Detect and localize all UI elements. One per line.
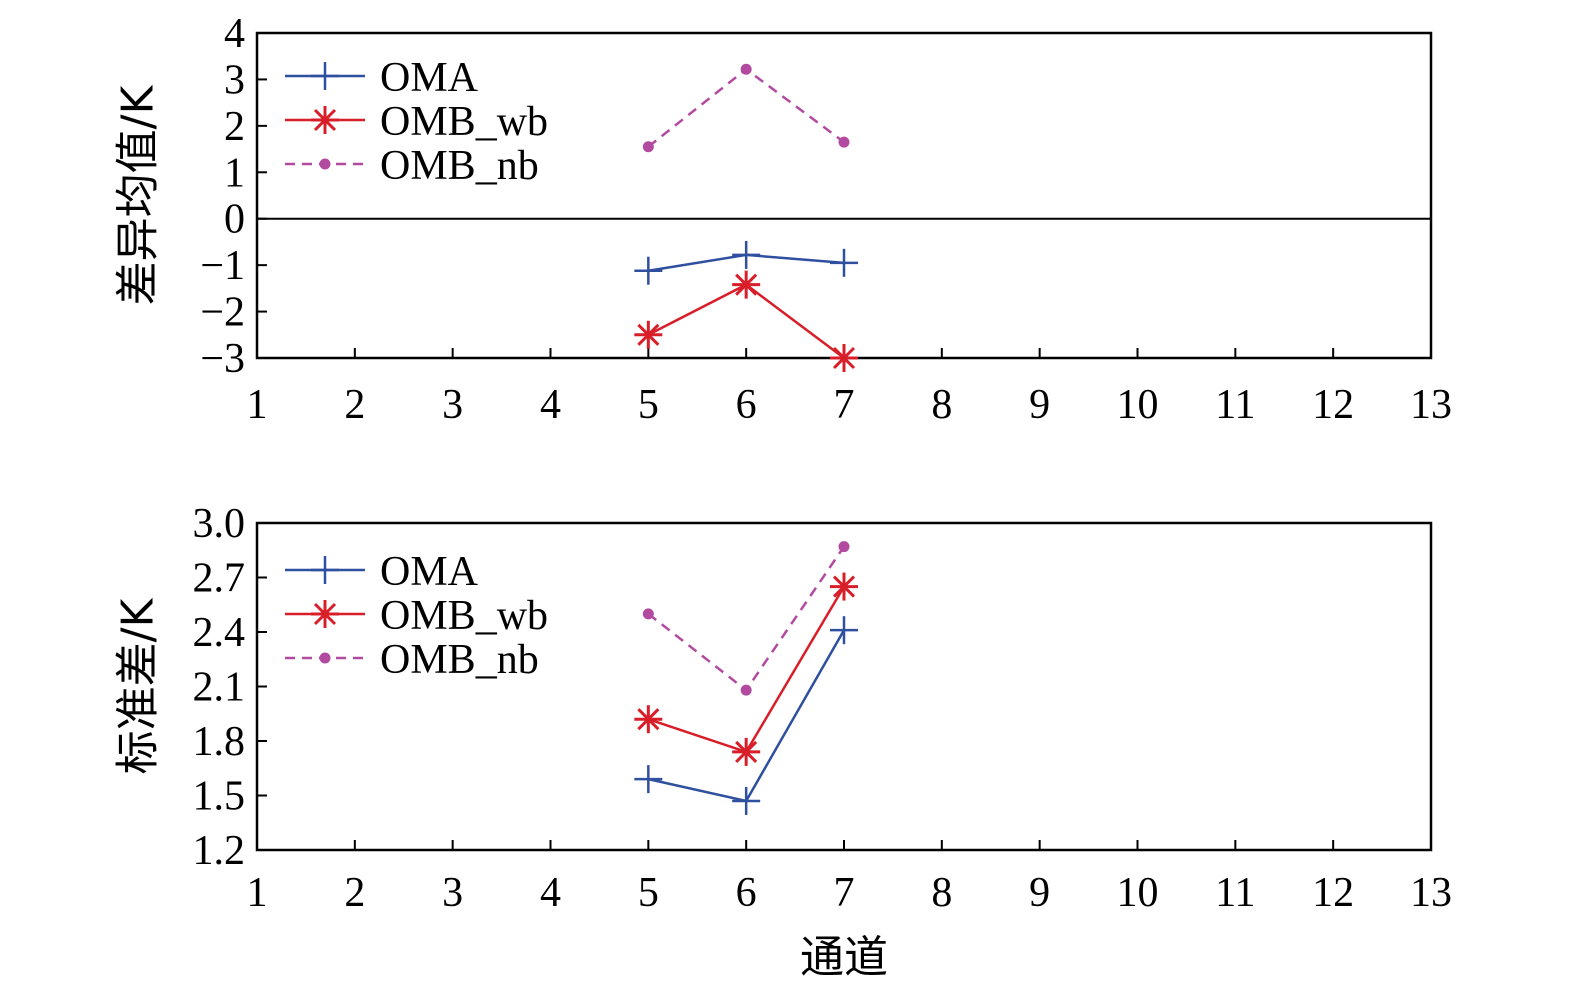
x-tick-label: 4 bbox=[540, 870, 561, 916]
data-point bbox=[838, 136, 850, 148]
legend-item: OMB_nb bbox=[285, 143, 539, 189]
data-point bbox=[634, 765, 663, 794]
data-point bbox=[732, 240, 761, 269]
data-point bbox=[634, 256, 663, 285]
data-point bbox=[740, 684, 752, 696]
legend-marker bbox=[319, 158, 331, 170]
x-tick-label: 10 bbox=[1117, 382, 1159, 428]
legend-item: OMB_wb bbox=[285, 99, 548, 145]
legend-item: OMB_wb bbox=[285, 593, 548, 639]
y-tick-label: 4 bbox=[224, 11, 245, 57]
x-tick-label: 11 bbox=[1215, 382, 1255, 428]
series-OMB_wb bbox=[634, 270, 858, 372]
legend-item: OMA bbox=[285, 549, 479, 595]
x-tick-label: 8 bbox=[931, 870, 952, 916]
legend-item: OMA bbox=[285, 55, 479, 101]
legend-label: OMA bbox=[380, 55, 479, 101]
y-tick-label: 2.7 bbox=[193, 556, 246, 602]
y-tick-label: 3 bbox=[224, 57, 245, 103]
x-tick-label: 9 bbox=[1029, 382, 1050, 428]
series-line bbox=[647, 545, 846, 692]
legend-marker bbox=[311, 62, 339, 90]
data-point bbox=[830, 248, 858, 277]
data-point bbox=[732, 737, 761, 766]
y-tick-label: 1.2 bbox=[193, 828, 246, 874]
y-axis-label: 标准差/K bbox=[113, 598, 164, 775]
panel-1: 1 2 3 4 5 6 7 8 9 10 11 12 13−3−2−101234差异均值/KOMAOMB… bbox=[113, 11, 1453, 428]
series-OMB_wb bbox=[634, 572, 858, 766]
legend-label: OMB_wb bbox=[380, 593, 548, 639]
y-tick-label: 2 bbox=[224, 104, 245, 150]
data-point bbox=[642, 141, 654, 153]
data-point bbox=[634, 320, 663, 349]
data-point bbox=[830, 344, 858, 372]
data-point bbox=[740, 63, 752, 75]
y-tick-label: −3 bbox=[200, 336, 245, 382]
x-tick-label: 1 bbox=[247, 870, 268, 916]
y-tick-label: 1.5 bbox=[193, 774, 246, 820]
legend-label: OMB_wb bbox=[380, 99, 548, 145]
y-tick-label: 2.1 bbox=[193, 665, 246, 711]
x-tick-label: 13 bbox=[1410, 382, 1452, 428]
x-tick-label: 12 bbox=[1312, 870, 1354, 916]
legend-item: OMB_nb bbox=[285, 637, 539, 683]
x-tick-label: 8 bbox=[931, 382, 952, 428]
x-tick-label: 5 bbox=[638, 382, 659, 428]
data-point bbox=[838, 541, 850, 553]
y-tick-label: −2 bbox=[200, 290, 245, 336]
x-tick-label: 3 bbox=[442, 870, 463, 916]
x-tick-label: 7 bbox=[834, 382, 855, 428]
series-line bbox=[647, 67, 845, 148]
legend-marker bbox=[311, 600, 339, 628]
series-line bbox=[648, 629, 846, 803]
x-tick-label: 11 bbox=[1215, 870, 1255, 916]
x-tick-label: 3 bbox=[442, 382, 463, 428]
legend-label: OMA bbox=[380, 549, 479, 595]
y-tick-label: 1.8 bbox=[193, 719, 246, 765]
data-point bbox=[732, 786, 761, 815]
x-tick-label: 5 bbox=[638, 870, 659, 916]
legend-marker bbox=[311, 556, 339, 584]
series-OMA bbox=[634, 240, 858, 285]
legend-label: OMB_nb bbox=[380, 143, 539, 189]
x-tick-label: 6 bbox=[736, 382, 757, 428]
y-tick-label: −1 bbox=[200, 243, 245, 289]
data-point bbox=[830, 572, 858, 601]
panel-2: 1 2 3 4 5 6 7 8 9 10 11 12 131.21.51.82.12.42.73.0标准… bbox=[113, 501, 1453, 983]
x-tick-label: 4 bbox=[540, 382, 561, 428]
x-tick-label: 13 bbox=[1410, 870, 1452, 916]
x-tick-label: 2 bbox=[344, 870, 365, 916]
data-point bbox=[642, 608, 654, 620]
x-tick-label: 1 bbox=[247, 382, 268, 428]
y-axis-label: 差异均值/K bbox=[113, 85, 164, 306]
data-point bbox=[830, 616, 858, 645]
data-point bbox=[634, 705, 663, 734]
series-OMB_nb bbox=[642, 63, 850, 153]
x-tick-label: 9 bbox=[1029, 870, 1050, 916]
legend-label: OMB_nb bbox=[380, 637, 539, 683]
x-axis-label: 通道 bbox=[800, 932, 888, 983]
x-tick-label: 10 bbox=[1117, 870, 1159, 916]
y-tick-label: 2.4 bbox=[193, 610, 246, 656]
x-tick-label: 2 bbox=[344, 382, 365, 428]
x-tick-label: 12 bbox=[1312, 382, 1354, 428]
legend-marker bbox=[311, 106, 339, 134]
series-OMA bbox=[634, 616, 858, 815]
y-tick-label: 0 bbox=[224, 197, 245, 243]
y-tick-label: 3.0 bbox=[193, 501, 246, 547]
data-point bbox=[732, 270, 761, 299]
series-line bbox=[647, 585, 846, 754]
x-tick-label: 7 bbox=[834, 870, 855, 916]
legend-marker bbox=[319, 652, 331, 664]
x-tick-label: 6 bbox=[736, 870, 757, 916]
series-OMB_nb bbox=[642, 541, 850, 696]
y-tick-label: 1 bbox=[224, 150, 245, 196]
